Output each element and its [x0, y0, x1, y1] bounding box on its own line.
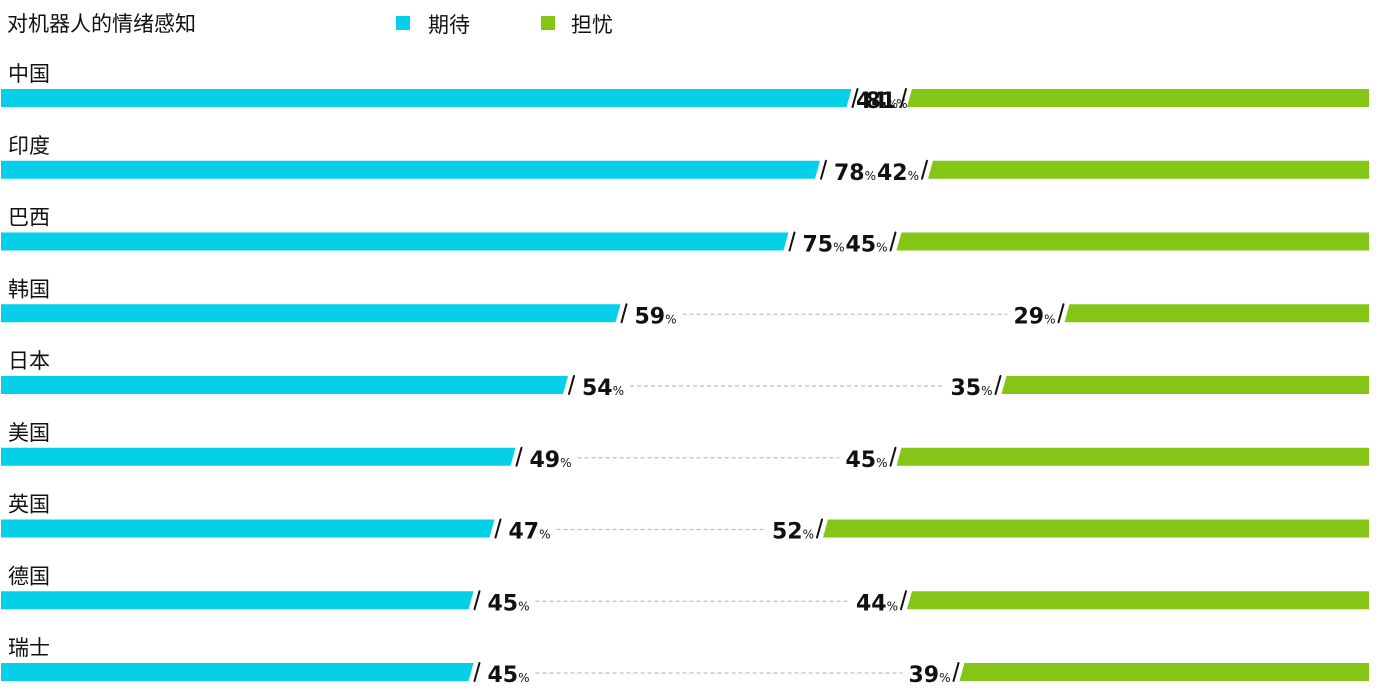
- row-3: 巴西 75% 45%: [1, 206, 1369, 258]
- expectation-bar: [1, 304, 621, 323]
- expectation-bar: [1, 519, 495, 538]
- legend-item-worry: 担忧: [541, 13, 613, 37]
- worry-bar-slash: [1057, 303, 1065, 324]
- worry-bar-slash: [889, 446, 897, 467]
- expectation-value-label: 75%: [803, 233, 845, 258]
- worry-value-label: 45%: [845, 233, 887, 258]
- expectation-bar: [1, 89, 852, 107]
- country-label: 瑞士: [8, 636, 50, 660]
- worry-bar: [907, 89, 1369, 107]
- country-label: 韩国: [8, 277, 50, 301]
- country-label: 巴西: [8, 206, 50, 230]
- worry-value-label: 35%: [950, 376, 992, 401]
- country-label: 中国: [8, 62, 50, 86]
- worry-value-label: 44%: [856, 591, 898, 616]
- worry-bar: [896, 232, 1369, 251]
- chart-title: 对机器人的情绪感知: [7, 12, 196, 36]
- worry-bar-slash: [900, 590, 907, 611]
- worry-value-label: 39%: [908, 663, 950, 688]
- worry-bar: [1064, 304, 1369, 323]
- expectation-bar: [1, 447, 516, 466]
- country-label: 英国: [8, 493, 50, 517]
- expectation-bar-slash: [788, 231, 796, 252]
- legend-label-expectation: 期待: [428, 13, 470, 37]
- worry-value-label: 44%: [856, 89, 898, 114]
- expectation-value-label: 59%: [635, 304, 677, 329]
- expectation-bar: [1, 591, 474, 610]
- legend-item-expectation: 期待: [396, 13, 470, 37]
- legend: 期待 担忧: [396, 13, 613, 37]
- expectation-bar-slash: [820, 159, 827, 180]
- expectation-bar: [1, 663, 474, 681]
- legend-label-worry: 担忧: [571, 13, 613, 37]
- row-8: 德国 45% 44%: [1, 564, 1369, 616]
- row-6: 美国 49% 45%: [1, 421, 1369, 473]
- worry-value-label: 42%: [877, 161, 919, 186]
- worry-bar-slash: [994, 375, 1002, 395]
- expectation-bar-slash: [473, 662, 481, 682]
- expectation-bar-slash: [568, 375, 575, 395]
- worry-bar: [823, 519, 1369, 538]
- legend-swatch-worry: [541, 16, 555, 30]
- expectation-bar: [1, 160, 820, 179]
- row-9: 瑞士 45% 39%: [1, 636, 1369, 688]
- legend-swatch-expectation: [396, 16, 410, 30]
- row-2: 印度 78% 42%: [1, 134, 1369, 186]
- expectation-bar: [1, 376, 568, 394]
- row-4: 韩国 59% 29%: [1, 277, 1369, 329]
- country-label: 德国: [8, 564, 50, 588]
- row-5: 日本 54% 35%: [1, 349, 1369, 401]
- expectation-value-label: 78%: [834, 161, 876, 186]
- worry-value-label: 29%: [1013, 304, 1055, 329]
- worry-bar-slash: [900, 88, 907, 108]
- expectation-value-label: 47%: [509, 520, 551, 545]
- expectation-bar-slash: [515, 446, 523, 467]
- worry-value-label: 45%: [845, 448, 887, 473]
- row-7: 英国 47% 52%: [1, 493, 1369, 545]
- chart-rows: 中国81%44%印度78%42%巴西75%45%韩国59%29%日本54%35%…: [1, 62, 1369, 688]
- worry-value-label: 52%: [772, 520, 814, 545]
- worry-bar-slash: [816, 518, 823, 539]
- expectation-bar: [1, 232, 789, 251]
- worry-bar-slash: [921, 159, 928, 180]
- expectation-bar-slash: [473, 590, 481, 611]
- expectation-value-label: 54%: [582, 376, 624, 401]
- expectation-value-label: 49%: [530, 448, 572, 473]
- worry-bar: [959, 663, 1369, 681]
- country-label: 印度: [8, 134, 50, 158]
- expectation-bar-slash: [851, 88, 859, 108]
- worry-bar-slash: [952, 662, 960, 682]
- expectation-value-label: 45%: [488, 663, 530, 688]
- expectation-bar-slash: [494, 518, 502, 539]
- worry-bar: [1001, 376, 1369, 394]
- worry-bar-slash: [889, 231, 897, 252]
- worry-bar: [928, 160, 1369, 179]
- expectation-bar-slash: [620, 303, 628, 324]
- worry-bar: [907, 591, 1369, 610]
- country-label: 美国: [8, 421, 50, 445]
- country-label: 日本: [8, 349, 50, 373]
- worry-bar: [896, 447, 1369, 466]
- expectation-value-label: 45%: [488, 591, 530, 616]
